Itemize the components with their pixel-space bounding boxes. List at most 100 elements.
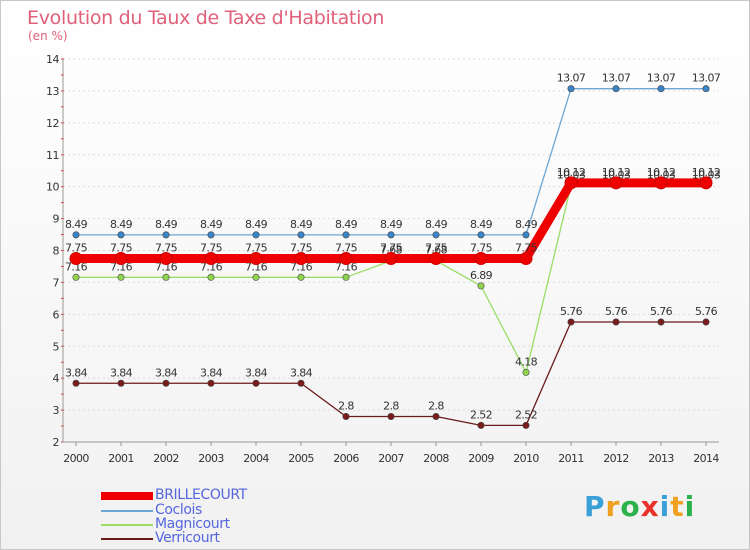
data-point: [297, 379, 305, 387]
y-tick-label: 4: [53, 372, 60, 385]
data-point: [252, 231, 260, 239]
data-point: [162, 231, 170, 239]
data-point: [477, 231, 485, 239]
data-label: 8.49: [380, 218, 403, 231]
data-label: 3.84: [155, 366, 178, 379]
data-label: 3.84: [245, 366, 268, 379]
data-point: [249, 251, 263, 265]
logo-letter: r: [605, 490, 621, 523]
y-tick-label: 6: [53, 308, 60, 321]
data-point: [252, 273, 260, 281]
y-tick-label: 14: [46, 53, 59, 66]
data-point: [702, 85, 710, 93]
data-point: [72, 379, 80, 387]
y-tick-label: 11: [46, 149, 59, 162]
logo-letter: x: [640, 490, 660, 523]
legend-swatch-brillecourt: [101, 492, 153, 500]
data-label: 13.07: [692, 72, 721, 85]
data-point: [159, 251, 173, 265]
data-label: 13.07: [602, 72, 631, 85]
logo-letter: i: [684, 490, 696, 523]
data-label: 7.75: [470, 241, 493, 254]
data-point: [564, 176, 578, 190]
data-point: [657, 318, 665, 326]
legend-swatch-coclois: [101, 510, 153, 512]
data-point: [429, 251, 443, 265]
y-tick-label: 7: [53, 276, 60, 289]
y-tick-label: 3: [53, 404, 60, 417]
data-point: [567, 85, 575, 93]
data-point: [612, 318, 620, 326]
data-point: [162, 379, 170, 387]
legend-label-verricourt: Verricourt: [155, 530, 220, 546]
x-tick-label: 2005: [288, 452, 314, 465]
data-label: 7.75: [515, 241, 538, 254]
x-tick-label: 2009: [468, 452, 494, 465]
x-tick-label: 2006: [333, 452, 359, 465]
data-point: [699, 176, 713, 190]
y-tick-label: 2: [53, 436, 60, 449]
data-point: [609, 176, 623, 190]
x-tick-label: 2007: [378, 452, 404, 465]
data-label: 8.49: [335, 218, 358, 231]
legend-item-magnicourt: Magnicourt: [101, 516, 361, 533]
x-tick-label: 2008: [423, 452, 449, 465]
data-label: 3.84: [110, 366, 133, 379]
legend-swatch-magnicourt: [101, 524, 153, 526]
data-point: [432, 412, 440, 420]
data-label: 7.75: [200, 241, 223, 254]
data-label: 3.84: [200, 366, 223, 379]
data-point: [567, 318, 575, 326]
data-point: [384, 251, 398, 265]
data-label: 3.84: [65, 366, 88, 379]
data-point: [117, 273, 125, 281]
data-label: 6.89: [470, 269, 493, 282]
data-label: 4.18: [515, 355, 538, 368]
data-label: 7.68: [425, 244, 448, 257]
series-line-magnicourt: [76, 185, 706, 374]
legend-label-coclois: Coclois: [155, 502, 202, 518]
x-tick-label: 2014: [693, 452, 719, 465]
data-label: 7.75: [65, 241, 88, 254]
data-point: [522, 231, 530, 239]
data-label: 8.49: [200, 218, 223, 231]
x-tick-label: 2004: [243, 452, 269, 465]
data-point: [387, 412, 395, 420]
data-label: 8.49: [290, 218, 313, 231]
data-point: [72, 231, 80, 239]
legend-swatch-verricourt: [101, 538, 153, 540]
x-tick-label: 2010: [513, 452, 539, 465]
data-point: [297, 231, 305, 239]
data-point: [342, 412, 350, 420]
data-point: [342, 273, 350, 281]
legend-item-brillecourt: BRILLECOURT: [101, 487, 361, 504]
data-label: 7.16: [245, 260, 268, 273]
data-point: [69, 251, 83, 265]
x-tick-label: 2013: [648, 452, 674, 465]
chart-unit-label: (en %): [28, 29, 68, 43]
data-point: [162, 273, 170, 281]
data-point: [387, 231, 395, 239]
data-point: [207, 273, 215, 281]
legend-label-magnicourt: Magnicourt: [155, 516, 230, 532]
data-label: 3.84: [290, 366, 313, 379]
data-label: 8.49: [155, 218, 178, 231]
data-label: 7.75: [110, 241, 133, 254]
data-label: 10.12: [692, 166, 721, 179]
series-line-coclois: [76, 88, 706, 236]
data-label: 7.75: [245, 241, 268, 254]
data-point: [207, 379, 215, 387]
data-label: 7.68: [380, 244, 403, 257]
data-label: 2.8: [383, 399, 399, 412]
data-point: [297, 273, 305, 281]
data-label: 7.75: [425, 241, 448, 254]
data-label: 8.49: [515, 218, 538, 231]
data-point: [477, 282, 485, 290]
data-point: [207, 231, 215, 239]
data-label: 2.8: [338, 399, 354, 412]
x-tick-label: 2012: [603, 452, 629, 465]
data-point: [294, 251, 308, 265]
data-label: 7.16: [155, 260, 178, 273]
